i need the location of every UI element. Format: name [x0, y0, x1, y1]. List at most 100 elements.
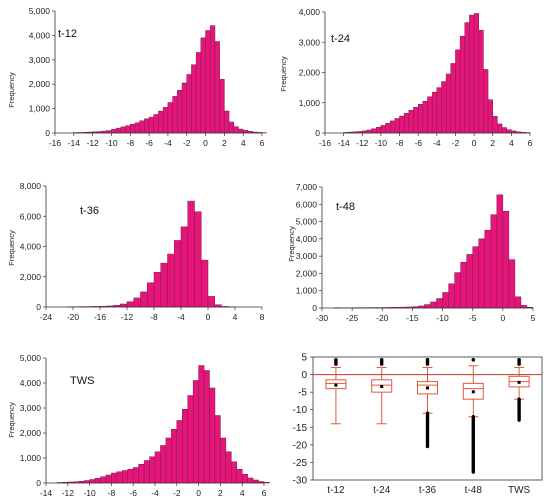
histogram-bar	[214, 41, 220, 134]
y-tick-label: -25	[293, 458, 308, 469]
histogram-bar	[126, 301, 134, 308]
x-tick-label: 2	[222, 138, 227, 148]
x-tick-label: 4	[241, 138, 246, 148]
histogram-bar	[380, 125, 386, 134]
x-tick-label: -8	[108, 488, 116, 498]
histogram-bar	[408, 110, 414, 134]
histogram-panel-tws: Frequency TWS -14 -12 -10 -8 -6 -4 -2 0 2 4 6 0 1,00…	[7, 353, 270, 498]
histogram-bar	[148, 116, 155, 134]
histogram-bar	[496, 194, 504, 309]
x-tick-label: 0	[472, 138, 477, 148]
histogram-bar	[231, 461, 238, 484]
histogram-bar	[180, 226, 188, 308]
histogram-bar	[454, 272, 461, 309]
y-tick-label: 8,000	[20, 181, 42, 191]
outlier-point	[517, 358, 521, 362]
histogram-bar	[389, 120, 396, 134]
histogram-bar	[162, 107, 169, 134]
box-mean-marker	[426, 386, 429, 390]
histogram-bar	[176, 420, 183, 484]
x-tick-label: 6	[260, 138, 265, 148]
y-tick-label: 5	[301, 353, 307, 364]
box-mean-marker	[380, 385, 384, 389]
histogram-bar	[153, 114, 159, 134]
histogram-bar	[201, 259, 209, 308]
histogram-bar	[147, 282, 155, 308]
y-tick-label: 3,000	[20, 403, 42, 413]
x-tick-label: -15	[406, 313, 419, 323]
histogram-bar	[160, 445, 167, 484]
histogram-bar	[165, 437, 172, 484]
histogram-panel-t-36: Frequency t-36 -24 -20 -16 -12 -8 -4 0 4 8 0 2,000…	[7, 181, 265, 322]
histogram-bar	[140, 291, 148, 308]
histogram-bar	[210, 25, 216, 134]
histogram-bar	[501, 127, 507, 134]
y-tick-label: -15	[293, 423, 308, 434]
ylabel-t-36: Frequency	[7, 230, 16, 266]
histogram-bar	[133, 297, 141, 308]
x-tick-label: -8	[150, 312, 158, 322]
histogram-bar	[154, 451, 161, 484]
histogram-bar	[241, 474, 248, 484]
histogram-bar	[385, 123, 391, 134]
x-tick-label: -6	[414, 138, 422, 148]
y-tick-label: 2,000	[20, 272, 42, 282]
histogram-bar	[424, 304, 431, 309]
histogram-bar	[233, 126, 239, 134]
y-tick-label: 4,000	[20, 242, 42, 252]
x-tick-label: -24	[40, 312, 53, 322]
y-tick-label: 4,000	[299, 7, 321, 17]
histogram-bar	[399, 115, 405, 134]
histogram-bar	[441, 81, 447, 134]
histogram-bar	[115, 127, 122, 134]
histogram-bar	[436, 87, 442, 134]
histogram-bar	[209, 387, 216, 484]
histogram-bar	[195, 52, 202, 134]
y-tick-label: 2,000	[296, 268, 318, 278]
histogram-bar	[177, 90, 183, 134]
x-tick-label: -30	[316, 313, 329, 323]
histogram-bar	[376, 127, 382, 134]
y-tick-label: 0	[315, 128, 320, 138]
histogram-bar	[207, 296, 215, 308]
histogram-bar	[436, 298, 443, 309]
histogram-bar	[134, 122, 140, 134]
histogram-bar	[89, 479, 96, 484]
x-category-label: t-36	[419, 485, 437, 496]
histogram-panel-t-12: Frequency t-12 -16 -14 -12 -10 -8 -6 -4 -2 0 2 4 6 0…	[7, 6, 267, 148]
histogram-bar	[138, 464, 145, 484]
panel-title-t-36: t-36	[80, 205, 99, 217]
y-tick-label: 4,000	[296, 234, 318, 244]
histogram-bar	[111, 472, 118, 484]
histogram-bar	[430, 301, 437, 309]
histogram-bar	[143, 460, 150, 484]
histogram-bar	[508, 259, 516, 309]
x-tick-label: -6	[145, 138, 153, 148]
histogram-bar	[448, 283, 455, 309]
histogram-bar	[132, 467, 139, 484]
histogram-bar	[238, 128, 244, 134]
x-tick-label: 6	[528, 138, 533, 148]
histogram-bar	[205, 30, 211, 134]
x-tick-label: -12	[86, 138, 99, 148]
histogram-bar	[94, 478, 101, 484]
histogram-bar	[445, 73, 452, 134]
histogram-bar	[366, 129, 372, 134]
ylabel-t-24: Frequency	[279, 56, 288, 92]
x-tick-label: -16	[94, 312, 107, 322]
y-tick-label: 0	[301, 370, 307, 381]
y-tick-label: 7,000	[296, 182, 318, 192]
histogram-bar	[153, 271, 161, 308]
y-tick-label: 2,000	[299, 68, 321, 78]
histogram-bar	[220, 437, 227, 484]
y-tick-label: 3,000	[296, 251, 318, 261]
histogram-bar	[219, 79, 225, 134]
boxplot-panel: 5 0 -5 -10 -15 -20 -25 -30 t-12 t-24 t-36 t-48 TWS	[293, 353, 543, 496]
histogram-bar	[191, 64, 197, 134]
outlier-point	[425, 444, 430, 449]
histogram-bar	[192, 380, 199, 484]
histogram-bar	[484, 229, 492, 309]
x-tick-label: -10	[436, 313, 449, 323]
panel-title-tws: TWS	[70, 375, 94, 387]
x-category-label: t-48	[465, 485, 483, 496]
